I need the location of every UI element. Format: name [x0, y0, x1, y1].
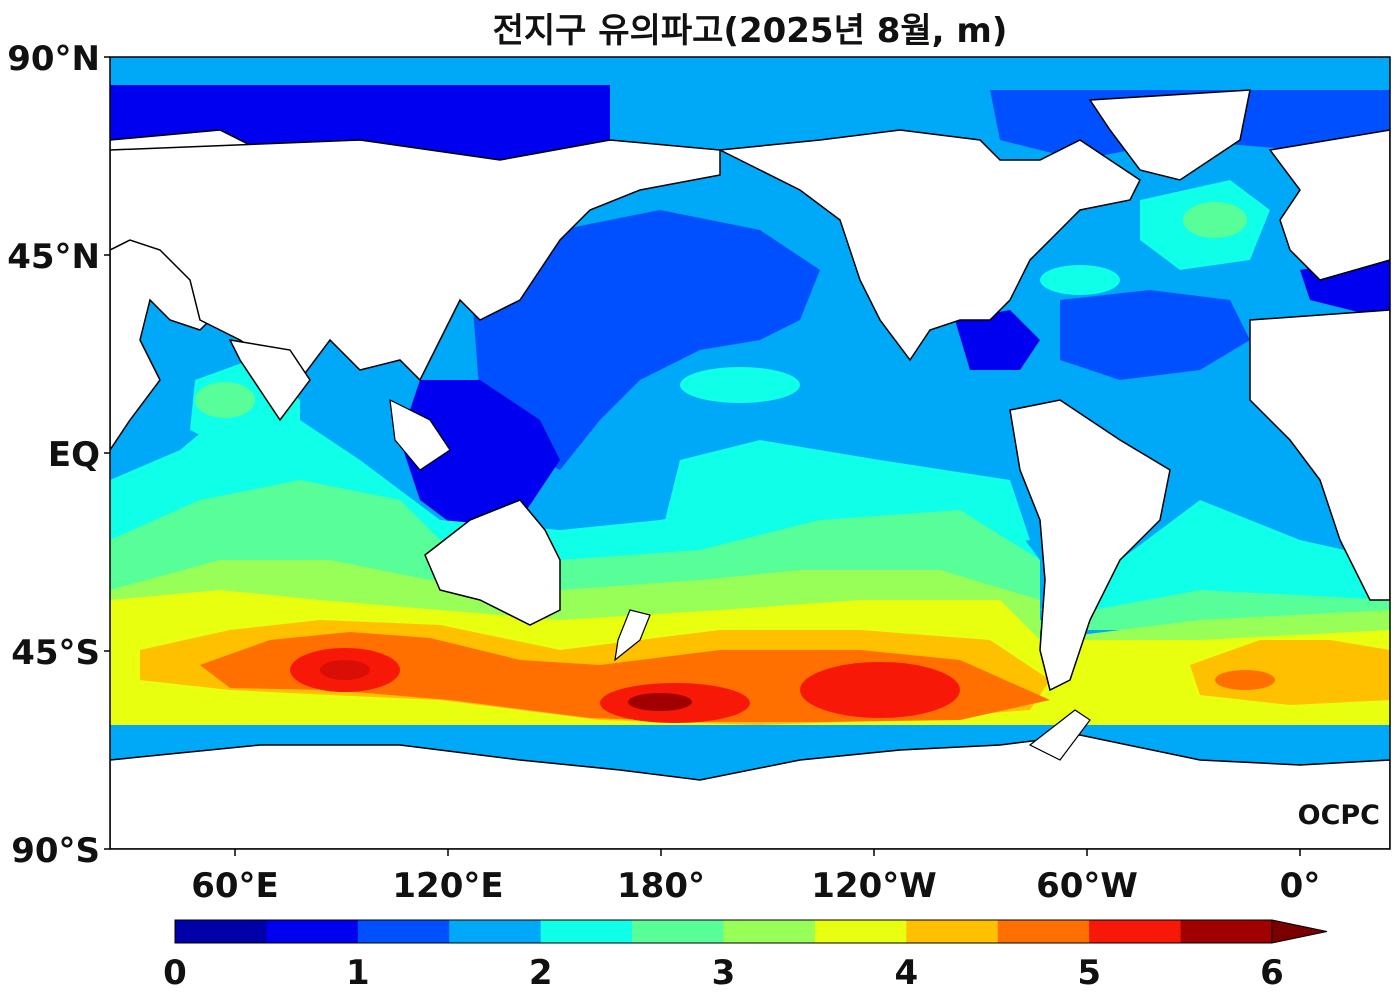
north-atlantic-band [1040, 265, 1120, 295]
land-north-america [717, 129, 1141, 362]
land-greenland [1088, 89, 1251, 181]
colorbar-segment [814, 920, 907, 943]
land-new-zealand [614, 609, 651, 662]
ocpc-watermark: OCPC [1298, 800, 1380, 831]
colorbar-segment [175, 920, 267, 943]
map-title: 전지구 유의파고(2025년 8월, m) [493, 11, 1008, 51]
y-label-90n: 90°N [7, 39, 100, 79]
y-label-45s: 45°S [11, 633, 100, 673]
colorbar-segment [1089, 920, 1182, 943]
colorbar-frame [174, 919, 1273, 944]
land-eurasia [110, 139, 721, 382]
caribbean-low-wave-zone [955, 310, 1040, 370]
arabian-sea-peak [195, 382, 255, 418]
indian-ocean-peak-5-5m [290, 648, 400, 692]
colorbar [174, 919, 1328, 944]
colorbar-segment [449, 920, 542, 943]
x-label-60w: 60°W [1036, 866, 1138, 906]
colorbar-segment [357, 920, 450, 943]
colorbar-tick-label: 3 [712, 953, 736, 993]
colorbar-tick-label: 2 [529, 953, 553, 993]
maritime-low-wave-zone [400, 380, 560, 530]
x-label-120e: 120°E [392, 866, 503, 906]
land-borneo-sumatra [389, 398, 451, 471]
land-antarctic-peninsula [1028, 709, 1091, 761]
colorbar-segment [540, 920, 633, 943]
south-pacific-peak-east [800, 662, 960, 718]
south-pacific-core-6m [628, 693, 692, 711]
x-ticks [234, 849, 1301, 856]
land-africa-west [1249, 309, 1390, 601]
south-atlantic-5m [1215, 670, 1275, 690]
colorbar-segment [906, 920, 999, 943]
atlantic-low-wave-zone [1060, 290, 1250, 380]
x-label-60e: 60°E [191, 866, 279, 906]
colorbar-tick-label: 0 [163, 953, 187, 993]
colorbar-segment [997, 920, 1090, 943]
central-pacific-swell [680, 367, 800, 403]
colorbar-segment [1180, 920, 1273, 943]
map-area [110, 57, 1390, 849]
land-australia [424, 499, 561, 626]
y-label-45n: 45°N [7, 237, 100, 277]
colorbar-tick-labels: 0 1 2 3 4 5 6 [163, 953, 1284, 993]
x-label-120w: 120°W [811, 866, 936, 906]
y-label-eq: EQ [48, 435, 100, 475]
x-label-180: 180° [617, 866, 705, 906]
land-south-america [1009, 399, 1171, 692]
north-atlantic-peak [1183, 202, 1247, 238]
land-india [228, 339, 311, 422]
y-label-90s: 90°S [11, 831, 100, 871]
colorbar-tick-label: 4 [894, 953, 918, 993]
land-europe [1268, 129, 1390, 281]
colorbar-tick-label: 1 [346, 953, 370, 993]
land-antarctica [110, 734, 1390, 849]
colorbar-tick-label: 5 [1077, 953, 1101, 993]
colorbar-segment [632, 920, 724, 943]
colorbar-extend-arrow [1271, 919, 1328, 944]
colorbar-segment [723, 920, 816, 943]
indian-ocean-core [320, 660, 370, 680]
x-label-0: 0° [1280, 866, 1321, 906]
colorbar-tick-label: 6 [1260, 953, 1284, 993]
y-ticks [104, 56, 110, 850]
pacific-low-wave-zone [470, 210, 820, 470]
colorbar-segment [266, 920, 359, 943]
